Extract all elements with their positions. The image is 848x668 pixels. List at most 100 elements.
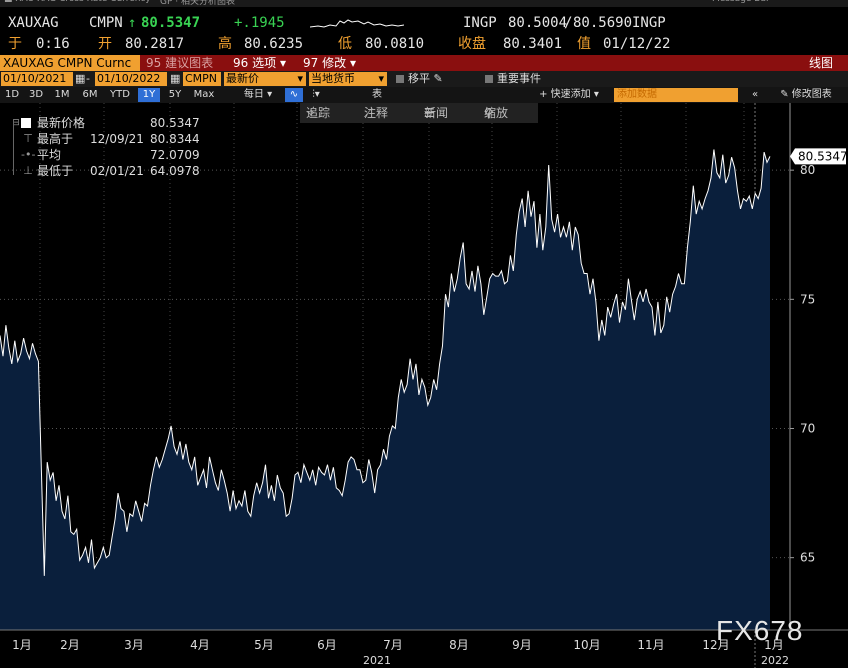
- start-date-input[interactable]: 01/10/2021: [1, 72, 73, 86]
- price-source: CMPN: [89, 15, 123, 31]
- checkbox-icon: [396, 75, 404, 83]
- close-value: 80.3401: [503, 36, 563, 52]
- frequency-value: 每日: [243, 89, 264, 100]
- security-field[interactable]: XAUXAG CMPN Curnc: [0, 55, 140, 71]
- chart-tools-panel: ✧ 追踪 ⟋ 注释 ☰ 新闻 ⚲ 缩放: [300, 103, 538, 123]
- calendar-icon[interactable]: ▦: [75, 72, 86, 85]
- add-data-input[interactable]: 添加数据: [614, 88, 738, 102]
- period-button-1y[interactable]: 1Y: [138, 88, 160, 102]
- dropdown-arrow-icon: ▾: [267, 89, 273, 100]
- menu-number: 97: [303, 56, 319, 70]
- function-menu-bar: XAUXAG CMPN Curnc 95 建议图表 96 选项 ▾ 97 修改 …: [0, 55, 848, 71]
- calendar-icon[interactable]: ▦: [170, 72, 181, 85]
- crosshair-icon: ✧: [306, 106, 317, 120]
- intraday-sparkline-icon: [310, 19, 404, 28]
- period-button-max[interactable]: Max: [193, 89, 215, 100]
- legend-last-value: 80.5347: [150, 116, 200, 130]
- period-button-3d[interactable]: 3D: [28, 89, 44, 100]
- period-button-1m[interactable]: 1M: [54, 89, 70, 100]
- y-tick-label-70: 70: [800, 422, 815, 436]
- chart-type-label[interactable]: 线图: [809, 56, 834, 70]
- dropdown-arrow-icon: ▾: [297, 72, 303, 85]
- quote-row-1: XAUXAG CMPN ↑ 80.5347 +.1945 INGP 80.500…: [8, 15, 666, 31]
- x-year-label-2022: 2022: [761, 654, 789, 667]
- x-month-label: 10月: [573, 638, 600, 652]
- field-select[interactable]: 最新价 ▾: [224, 72, 306, 86]
- bar-chart-icon[interactable]: ⫶▾: [312, 89, 320, 100]
- modify-button[interactable]: 97 修改 ▾: [300, 55, 356, 71]
- legend-tree-line: [13, 123, 14, 175]
- period-button-1d[interactable]: 1D: [4, 89, 20, 100]
- period-button-5y[interactable]: 5Y: [168, 89, 182, 100]
- line-draw-icon: ⟋: [364, 106, 373, 120]
- time-label: 于: [8, 36, 22, 52]
- legend-low-label: 最低于: [37, 164, 74, 178]
- period-button-ytd[interactable]: YTD: [110, 89, 130, 100]
- pan-label: 移平: [408, 72, 430, 85]
- ticker: XAUXAG: [8, 15, 59, 31]
- window-title-fragment: Message Bar: [712, 0, 770, 4]
- open-label: 开: [98, 36, 112, 52]
- currency-select[interactable]: 当地货币 ▾: [309, 72, 387, 86]
- currency-select-value: 当地货币: [311, 72, 355, 85]
- price-area-chart[interactable]: 65 70 75 80 1月 2月 3月 4月 5月 6月 7月 8月 9月 10月 11月 12月 1月 20…: [0, 103, 848, 668]
- menu-label: 选项: [252, 56, 277, 70]
- window-title-fragment: ■ XAU XAG Cross Rate Currency: [4, 0, 151, 4]
- x-month-label: 7月: [383, 638, 403, 652]
- x-month-label: 2月: [60, 638, 80, 652]
- x-month-label: 1月: [12, 638, 32, 652]
- events-toggle[interactable]: 重要事件: [485, 72, 541, 86]
- price-line: [0, 149, 771, 576]
- quick-add-label: 快速添加: [550, 89, 591, 100]
- field-select-value: 最新价: [226, 72, 259, 85]
- legend-last-label: 最新价格: [37, 116, 86, 130]
- y-tick-label-80: 80: [800, 163, 815, 177]
- table-button[interactable]: 表: [372, 89, 382, 100]
- quote-row-2: 于 0:16 开 80.2817 高 80.6235 低 80.0810 收盘 …: [0, 35, 848, 53]
- x-month-label: 12月: [702, 638, 729, 652]
- date-separator: -: [86, 72, 90, 85]
- events-label: 重要事件: [497, 72, 541, 85]
- price-area-fill: [0, 149, 770, 630]
- legend-low-value: 64.0978: [150, 164, 200, 178]
- edit-chart-button[interactable]: ✎ 修改图表: [766, 88, 846, 102]
- end-date-input[interactable]: 01/10/2022: [95, 72, 167, 86]
- legend-high-label: 最高于: [37, 132, 74, 146]
- pan-toggle[interactable]: 移平 ✎: [396, 72, 443, 86]
- source-input[interactable]: CMPN: [183, 72, 221, 86]
- collapse-icon[interactable]: «: [751, 89, 759, 100]
- up-arrow-icon: ↑: [128, 15, 137, 31]
- options-button[interactable]: 96 选项 ▾: [230, 55, 286, 71]
- high-marker-icon: ⊤: [23, 132, 33, 145]
- y-axis-ticks: 65 70 75 80: [790, 163, 815, 565]
- line-chart-icon[interactable]: ∿: [285, 88, 303, 102]
- suggested-charts-button[interactable]: 95 建议图表: [143, 55, 213, 71]
- menu-label: 建议图表: [165, 56, 214, 70]
- price-change: +.1945: [234, 15, 285, 31]
- y-tick-label-65: 65: [800, 551, 815, 565]
- chart-controls-bar: 01/10/2021 ▦ - 01/10/2022 ▦ CMPN 最新价 ▾ 当地…: [0, 71, 848, 87]
- last-value-label: 80.5347: [798, 149, 848, 163]
- average-marker-icon: -•-: [21, 148, 36, 161]
- news-icon: ☰: [424, 106, 435, 120]
- y-tick-label-75: 75: [800, 292, 815, 306]
- legend-last[interactable]: ⊟ 最新价格 80.5347: [9, 115, 203, 131]
- news-label: 新闻: [424, 106, 449, 120]
- low-value: 80.0810: [365, 36, 425, 52]
- x-month-label: 6月: [317, 638, 337, 652]
- menu-number: 96: [233, 56, 249, 70]
- x-axis-labels: 1月 2月 3月 4月 5月 6月 7月 8月 9月 10月 11月 12月 1月 2021 2022: [0, 629, 848, 667]
- track-label: 追踪: [306, 106, 331, 120]
- x-month-label: 4月: [190, 638, 210, 652]
- x-month-label: 11月: [637, 638, 664, 652]
- last-value-tag: [790, 148, 846, 165]
- quick-add-button[interactable]: + 快速添加 ▾: [532, 88, 606, 102]
- plus-icon: +: [539, 89, 548, 100]
- dropdown-arrow-icon: ▾: [349, 56, 356, 70]
- low-label: 低: [338, 36, 352, 52]
- high-label: 高: [218, 36, 232, 52]
- period-button-6m[interactable]: 6M: [82, 89, 98, 100]
- chart-legend: ⊟ 最新价格 80.5347 ⊤ 最高于 12/09/21 80.8344 -•…: [9, 115, 203, 183]
- frequency-select[interactable]: 每日 ▾: [236, 88, 280, 102]
- menu-label: 修改: [322, 56, 347, 70]
